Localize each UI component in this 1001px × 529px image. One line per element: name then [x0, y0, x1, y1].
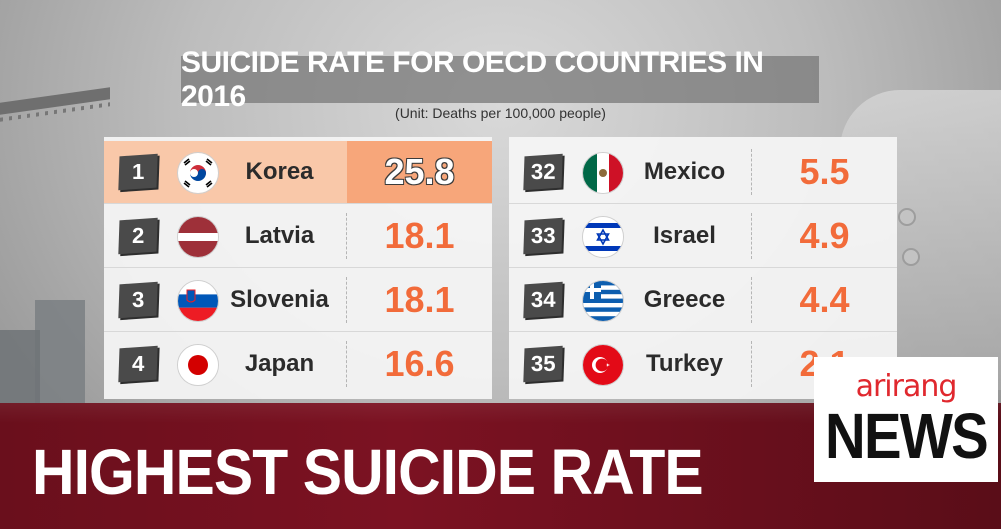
rank-badge: 34 — [523, 281, 563, 319]
rank-badge: 3 — [118, 281, 158, 319]
rate-value: 18.1 — [384, 215, 455, 256]
building-silhouette — [0, 330, 40, 410]
column-divider — [346, 341, 347, 387]
logo-arirang-text: arirang — [855, 369, 958, 404]
country-name: Slovenia — [230, 286, 329, 313]
country-name: Turkey — [646, 350, 723, 377]
band-highlight — [0, 403, 1001, 423]
table-row: 34 Greece 4.4 — [509, 269, 897, 332]
south-korea-flag-icon — [177, 152, 219, 194]
country-name: Mexico — [643, 158, 726, 185]
column-divider — [346, 213, 347, 259]
country-name: Latvia — [244, 222, 315, 249]
train-light — [902, 248, 920, 266]
rate-value: 4.4 — [799, 279, 850, 320]
building-silhouette — [35, 300, 85, 410]
arirang-news-logo: arirang NEWS — [814, 357, 998, 482]
country-name: Greece — [643, 286, 726, 313]
rank-badge: 33 — [523, 217, 563, 255]
rate-value: 18.1 — [384, 279, 455, 320]
table-row: 3 Slovenia 18.1 — [104, 269, 492, 332]
country-name: Korea — [245, 158, 314, 185]
column-divider — [346, 277, 347, 323]
column-divider — [751, 213, 752, 259]
column-divider — [751, 277, 752, 323]
rank-badge: 4 — [118, 345, 158, 383]
rank-badge: 1 — [118, 153, 158, 191]
table-row: 33 Israel 4.9 — [509, 205, 897, 268]
japan-flag-icon — [177, 344, 219, 386]
israel-flag-icon — [582, 216, 624, 258]
table-row: 1 Korea 25.8 — [104, 141, 492, 204]
logo-news-text: NEWS — [825, 400, 989, 472]
headline-text: HIGHEST SUICIDE RATE — [32, 436, 704, 508]
country-name: Israel — [653, 222, 716, 249]
table-row: 4 Japan 16.6 — [104, 333, 492, 395]
column-divider — [751, 341, 752, 387]
rate-value: 4.9 — [799, 215, 850, 256]
table-row: 32 Mexico 5.5 — [509, 141, 897, 204]
rank-badge: 35 — [523, 345, 563, 383]
top-ranking-panel: 1 Korea 25.8 2 — [104, 137, 492, 399]
rate-value: 25.8 — [347, 141, 492, 203]
table-row: 2 Latvia 18.1 — [104, 205, 492, 268]
rate-value: 5.5 — [799, 151, 850, 192]
chart-title: SUICIDE RATE FOR OECD COUNTRIES IN 2016 — [181, 45, 764, 113]
title-banner: SUICIDE RATE FOR OECD COUNTRIES IN 2016 — [181, 46, 819, 113]
slovenia-flag-icon — [177, 280, 219, 322]
rank-badge: 32 — [523, 153, 563, 191]
country-name: Japan — [244, 350, 315, 377]
bottom-ranking-panel: 32 Mexico 5.5 33 Israel 4.9 — [509, 137, 897, 399]
train-light — [898, 208, 916, 226]
greece-flag-icon — [582, 280, 624, 322]
rank-badge: 2 — [118, 217, 158, 255]
unit-label: (Unit: Deaths per 100,000 people) — [395, 105, 606, 121]
mexico-flag-icon — [582, 152, 624, 194]
latvia-flag-icon — [177, 216, 219, 258]
column-divider — [751, 149, 752, 195]
turkey-flag-icon — [582, 344, 624, 386]
rate-value: 16.6 — [384, 343, 455, 384]
